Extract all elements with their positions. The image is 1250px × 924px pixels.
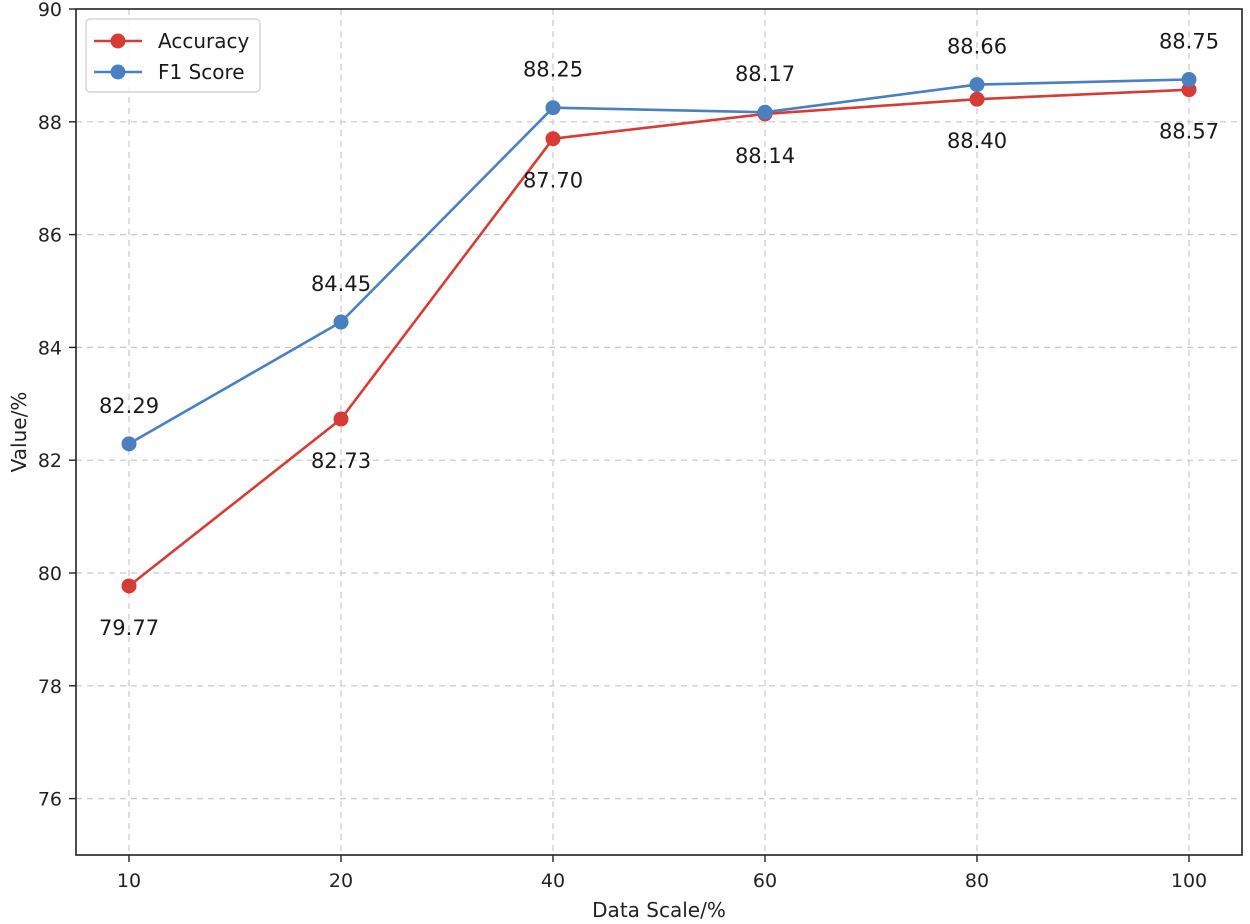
y-axis-title: Value/% xyxy=(7,392,31,473)
legend-marker xyxy=(110,64,126,80)
legend-label: F1 Score xyxy=(158,60,245,84)
legend: Accuracy F1 Score xyxy=(85,18,261,93)
data-label: 88.14 xyxy=(735,144,795,168)
data-labels: 79.77 82.73 87.70 88.14 88.40 88.57 82.29 84.45… xyxy=(99,30,1219,640)
y-tick-label: 80 xyxy=(38,563,62,585)
x-axis-title: Data Scale/% xyxy=(592,898,726,922)
data-label: 88.57 xyxy=(1159,120,1219,144)
data-label: 88.25 xyxy=(523,58,583,82)
y-tick-label: 82 xyxy=(38,450,62,472)
axes: 10 20 40 60 80 100 76 78 80 82 84 86 88 90 xyxy=(38,0,1207,892)
series-line xyxy=(128,88,1190,588)
data-point xyxy=(333,411,349,427)
series-f1-score xyxy=(121,72,1197,452)
grid xyxy=(76,9,1242,855)
data-point xyxy=(969,91,985,107)
data-point xyxy=(969,77,985,93)
legend-label: Accuracy xyxy=(158,29,249,53)
legend-item: Accuracy xyxy=(94,29,249,53)
data-point xyxy=(121,436,137,452)
y-tick-label: 78 xyxy=(38,676,62,698)
data-label: 82.73 xyxy=(311,449,371,473)
x-tick-label: 40 xyxy=(541,870,565,892)
series-line xyxy=(128,78,1190,445)
plot-frame xyxy=(75,8,1243,856)
y-tick-label: 76 xyxy=(38,789,62,811)
series-layer xyxy=(121,72,1197,594)
data-point xyxy=(545,131,561,147)
data-label: 88.66 xyxy=(947,35,1007,59)
series-accuracy xyxy=(121,82,1197,594)
data-label: 88.17 xyxy=(735,62,795,86)
x-tick-label: 80 xyxy=(965,870,989,892)
y-tick-label: 84 xyxy=(38,337,62,359)
y-tick-label: 88 xyxy=(38,112,62,134)
x-tick-label: 60 xyxy=(753,870,777,892)
legend-item: F1 Score xyxy=(94,60,245,84)
data-label: 88.40 xyxy=(947,129,1007,153)
data-point xyxy=(333,314,349,330)
data-point xyxy=(545,100,561,116)
data-label: 79.77 xyxy=(99,616,159,640)
x-tick-label: 100 xyxy=(1171,870,1207,892)
data-label: 82.29 xyxy=(99,394,159,418)
y-tick-label: 86 xyxy=(38,225,62,247)
data-point xyxy=(1181,72,1197,87)
data-label: 87.70 xyxy=(523,169,583,193)
y-tick-label: 90 xyxy=(38,0,62,21)
data-label: 88.75 xyxy=(1159,30,1219,54)
x-tick-label: 20 xyxy=(329,870,353,892)
x-tick-label: 10 xyxy=(117,870,141,892)
data-label: 84.45 xyxy=(311,272,371,296)
data-point xyxy=(757,104,773,120)
data-point xyxy=(121,578,137,594)
legend-marker xyxy=(110,33,126,49)
legend-box xyxy=(85,18,261,93)
